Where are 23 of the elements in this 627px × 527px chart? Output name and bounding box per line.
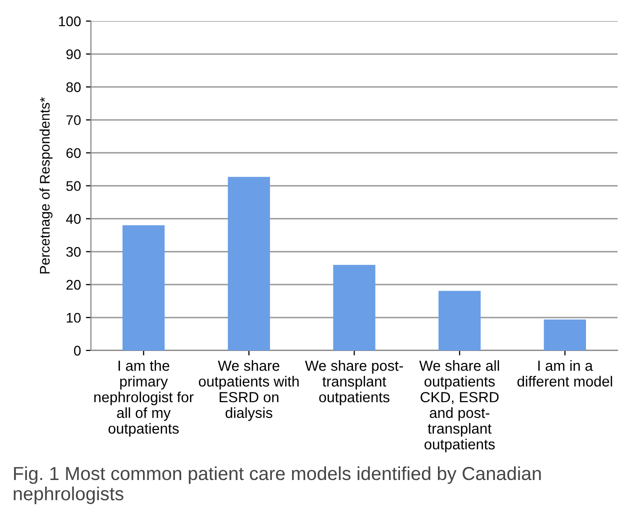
y-tick-label: 40 bbox=[66, 214, 81, 224]
y-tick-label: 80 bbox=[66, 82, 81, 92]
caption: Fig. 1 Most common patient care models identified by Canadian nephrologists bbox=[14, 466, 541, 504]
bar bbox=[544, 319, 586, 350]
y-tick-label: 50 bbox=[66, 181, 81, 191]
y-axis-title: Percetnage of Respondents* bbox=[40, 97, 52, 274]
y-tick-label: 20 bbox=[66, 280, 81, 290]
y-tick-label: 70 bbox=[66, 115, 81, 126]
y-tick-label: 60 bbox=[66, 148, 81, 158]
bar bbox=[228, 176, 270, 350]
y-tick-label: 100 bbox=[59, 16, 81, 26]
bar bbox=[438, 290, 481, 350]
x-tick-label: I am in a different model bbox=[517, 360, 612, 387]
x-tick-label: We share post- transplant outpatients bbox=[305, 360, 403, 406]
x-tick-label: I am the primary nephrologist for all of my outpatients bbox=[94, 360, 194, 437]
y-tick-label: 0 bbox=[74, 346, 81, 356]
y-tick-label: 10 bbox=[66, 312, 81, 323]
x-tick-label: We share all outpatients CKD, ESRD and post- transplant outpatients bbox=[419, 360, 500, 452]
bar bbox=[122, 225, 165, 350]
y-tick-label: 30 bbox=[66, 246, 81, 257]
y-tick-label: 90 bbox=[66, 49, 81, 60]
bar bbox=[333, 264, 376, 350]
x-tick-label: We share outpatients with ESRD on dialysis bbox=[198, 360, 299, 421]
